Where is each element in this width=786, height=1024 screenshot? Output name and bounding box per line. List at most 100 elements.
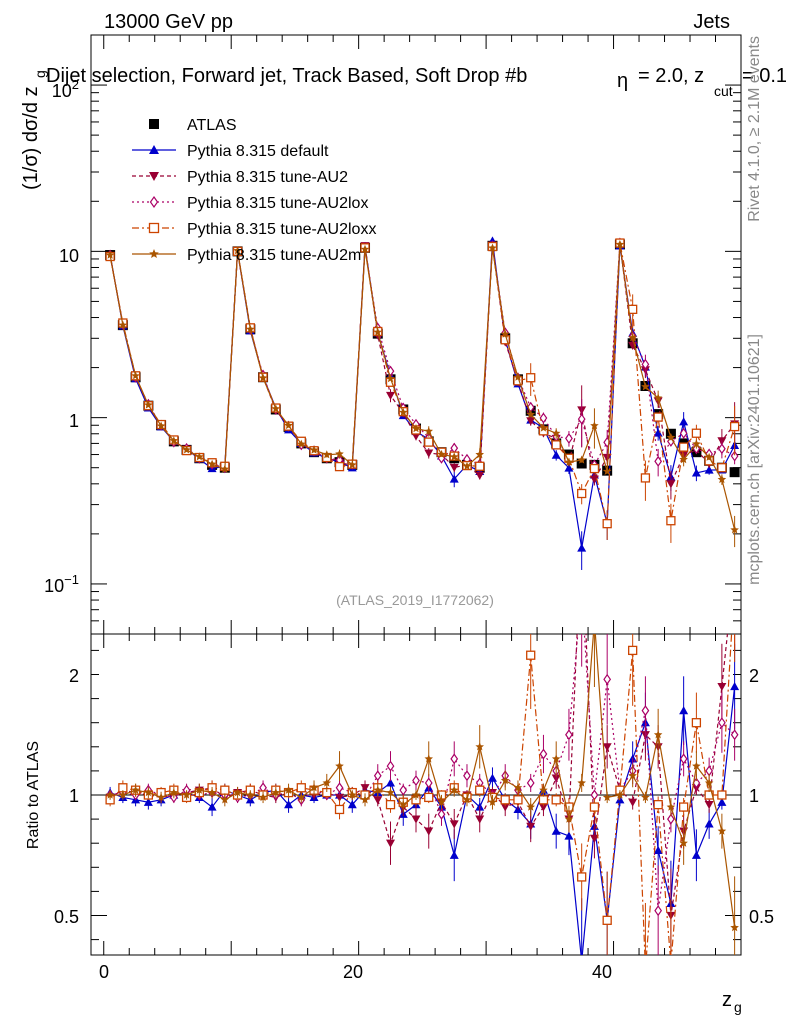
series-point-pythia-8-315-tune-au2m [360, 244, 370, 253]
series-point-pythia-8-315-tune-au2loxx [717, 463, 727, 473]
ratio-point-pythia-8-315-tune-au2m [246, 790, 255, 799]
x-tick-label-20: 20 [343, 962, 363, 982]
ratio-point-pythia-8-315-tune-au2m [666, 802, 676, 811]
ratio-point-pythia-8-315-tune-au2m [475, 742, 484, 751]
ratio-point-pythia-8-315-default [704, 819, 714, 828]
series-point-pythia-8-315-default [691, 468, 701, 477]
series-point-pythia-8-315-tune-au2m [679, 455, 688, 464]
legend-label-au2lox: Pythia 8.315 tune-AU2lox [187, 195, 368, 212]
ratio-point-pythia-8-315-tune-au2lox [579, 586, 585, 595]
series-point-pythia-8-315-tune-au2m [118, 320, 128, 329]
ratio-point-pythia-8-315-tune-au2lox [565, 729, 573, 741]
ratio-point-pythia-8-315-tune-au2loxx [653, 799, 663, 810]
series-point-pythia-8-315-tune-au2loxx [653, 412, 663, 422]
ratio-point-pythia-8-315-tune-au2lox [399, 784, 408, 796]
series-point-pythia-8-315-tune-au2lox [654, 455, 663, 467]
series-point-pythia-8-315-tune-au2loxx [678, 442, 689, 452]
series-point-pythia-8-315-tune-au2m [564, 457, 574, 466]
side-mcplots: mcplots.cern.ch [arXiv:2401.10621] [746, 334, 763, 585]
ratio-point-pythia-8-315-tune-au2m [144, 788, 153, 797]
ratio-line-pythia-8-315-tune-au2lox [110, 634, 736, 911]
ratio-point-pythia-8-315-tune-au2loxx [577, 872, 587, 882]
plot-title: Dijet selection, Forward jet, Track Base… [46, 65, 527, 87]
ratio-point-pythia-8-315-tune-au2m [615, 790, 625, 799]
ratio-point-pythia-8-315-tune-au2loxx [526, 650, 536, 660]
ratio-point-pythia-8-315-tune-au2 [704, 801, 714, 810]
ratio-point-pythia-8-315-tune-au2lox [373, 770, 382, 782]
ratio-point-pythia-8-315-tune-au2loxx [678, 802, 689, 812]
series-point-pythia-8-315-tune-au2m [246, 324, 255, 333]
series-point-pythia-8-315-tune-au2m [462, 461, 472, 470]
series-point-pythia-8-315-tune-au2m [373, 327, 382, 336]
ratio-point-pythia-8-315-tune-au2loxx [334, 804, 345, 815]
axis-ticks [91, 34, 742, 955]
ratio-line-pythia-8-315-default [109, 686, 736, 955]
ratio-point-pythia-8-315-tune-au2loxx [602, 915, 612, 925]
ratio-point-pythia-8-315-tune-au2 [717, 682, 727, 692]
series-point-pythia-8-315-default [449, 474, 459, 483]
series-point-pythia-8-315-tune-au2m [551, 428, 561, 437]
series-point-pythia-8-315-tune-au2loxx [640, 473, 651, 483]
series-point-pythia-8-315-default [704, 465, 714, 474]
ratio-point-pythia-8-315-tune-au2loxx [731, 579, 739, 587]
y-axis-label-main: (1/σ) dσ/d z [20, 86, 42, 190]
ratio-point-pythia-8-315-default [207, 802, 217, 811]
ratio-point-pythia-8-315-tune-au2m [411, 790, 421, 799]
legend: ATLAS Pythia 8.315 default Pythia 8.315 … [132, 117, 376, 264]
series-point-pythia-8-315-default [551, 450, 561, 459]
ratio-point-pythia-8-315-tune-au2 [602, 743, 612, 752]
ratio-point-pythia-8-315-tune-au2m [692, 761, 701, 770]
series-point-pythia-8-315-tune-au2 [666, 480, 676, 489]
series-point-pythia-8-315-tune-au2lox [641, 358, 650, 370]
series-point-pythia-8-315-tune-au2m [271, 404, 281, 413]
y-tick-exp-100: 2 [72, 77, 79, 92]
series-point-pythia-8-315-tune-au2m [156, 421, 166, 430]
series-point-pythia-8-315-tune-au2loxx [628, 304, 638, 314]
series-point-pythia-8-315-tune-au2m [207, 459, 217, 468]
legend-label-au2m: Pythia 8.315 tune-AU2m [187, 247, 361, 264]
ratio-point-pythia-8-315-tune-au2m [297, 792, 306, 802]
series-point-pythia-8-315-tune-au2m [220, 464, 230, 473]
ratio-point-pythia-8-315-tune-au2m [220, 795, 230, 804]
legend-label-default: Pythia 8.315 default [187, 143, 329, 160]
ratio-point-pythia-8-315-tune-au2m [704, 778, 714, 787]
ratio-point-pythia-8-315-default [284, 800, 294, 809]
ratio-point-pythia-8-315-tune-au2lox [717, 717, 726, 729]
ratio-point-pythia-8-315-tune-au2 [424, 827, 434, 836]
ratio-point-pythia-8-315-tune-au2loxx [220, 785, 230, 795]
series-point-pythia-8-315-tune-au2m [488, 243, 497, 252]
ratio-point-pythia-8-315-tune-au2m [641, 792, 650, 802]
series-point-pythia-8-315-tune-au2loxx [551, 440, 561, 450]
series-point-pythia-8-315-tune-au2m [284, 420, 293, 430]
series-point-pythia-8-315-tune-au2m [577, 455, 586, 464]
series-point-pythia-8-315-tune-au2m [233, 246, 242, 255]
ratio-point-pythia-8-315-tune-au2 [538, 803, 548, 812]
series-point-pythia-8-315-tune-au2m [105, 250, 115, 259]
ratio-point-pythia-8-315-tune-au2loxx [717, 790, 727, 800]
legend-symbol-2 [149, 195, 159, 209]
series-point-pythia-8-315-tune-au2lox [450, 442, 459, 454]
series-line-pythia-8-315-default [109, 240, 736, 549]
series-point-pythia-8-315-tune-au2m [169, 436, 179, 445]
series-point-pythia-8-315-tune-au2loxx [589, 463, 600, 474]
ratio-point-pythia-8-315-default [717, 797, 727, 806]
ratio-point-pythia-8-315-tune-au2m [360, 795, 370, 804]
ratio-point-pythia-8-315-tune-au2lox [424, 777, 433, 789]
plot-title-main: Dijet selection, Forward jet, Track Base… [46, 65, 527, 87]
series-point-pythia-8-315-tune-au2m [297, 439, 306, 448]
ratio-point-pythia-8-315-default [386, 778, 396, 787]
series-line-pythia-8-315-tune-au2m [109, 244, 736, 530]
ratio-point-pythia-8-315-tune-au2m [233, 788, 242, 797]
series-point-pythia-8-315-tune-au2m [730, 525, 739, 534]
header-energy: 13000 GeV pp [104, 11, 233, 33]
y-tick-label-0.1: 10−1 [44, 572, 79, 596]
ratio-point-pythia-8-315-tune-au2m [424, 754, 433, 763]
ratio-tick-left-1: 1 [69, 786, 79, 806]
series-point-pythia-8-315-default [653, 428, 663, 437]
y-axis-label-sub: g [32, 70, 48, 78]
series-point-pythia-8-315-tune-au2lox [577, 413, 586, 425]
ratio-point-pythia-8-315-tune-au2 [500, 803, 510, 812]
series-point-pythia-8-315-tune-au2m [704, 452, 714, 461]
ratio-point-pythia-8-315-tune-au2 [335, 793, 345, 802]
